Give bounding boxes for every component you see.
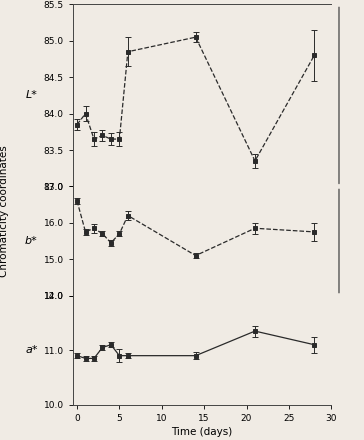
Text: L*: L* <box>25 90 37 100</box>
Text: Chromaticity coordinates: Chromaticity coordinates <box>0 145 9 277</box>
Text: b*: b* <box>25 236 38 246</box>
Text: a*: a* <box>25 345 38 355</box>
X-axis label: Time (days): Time (days) <box>171 427 233 437</box>
